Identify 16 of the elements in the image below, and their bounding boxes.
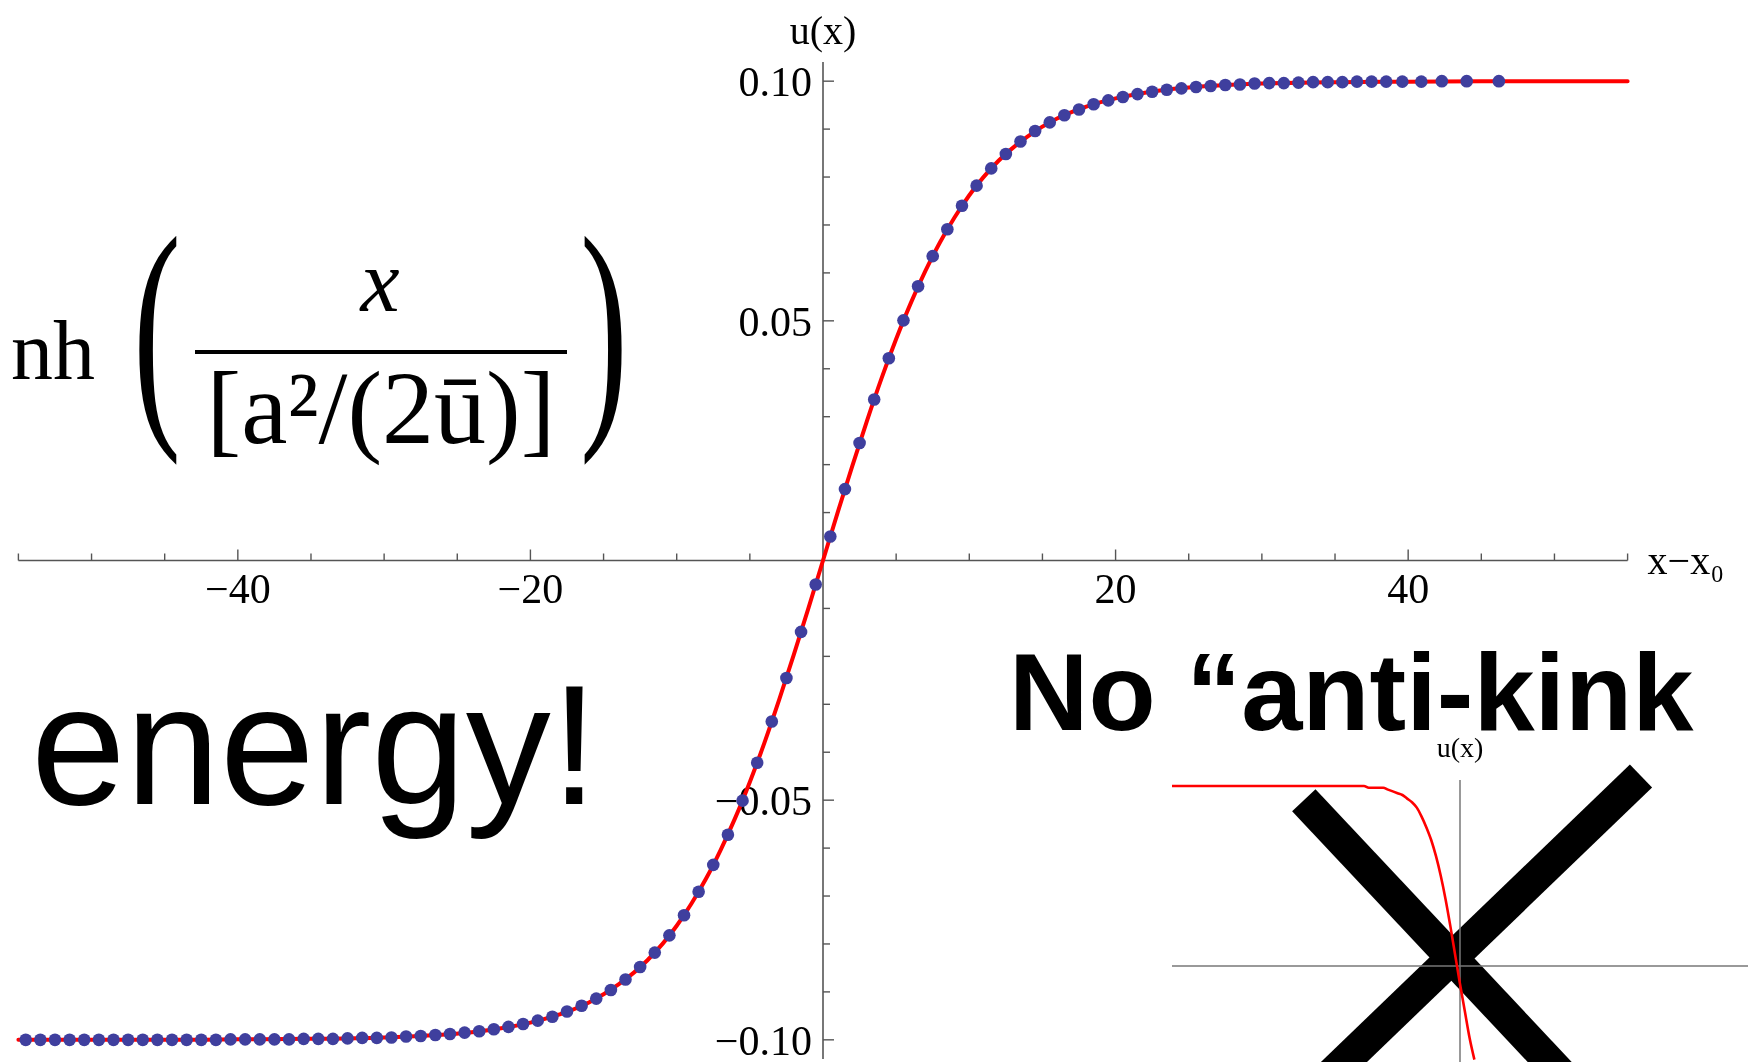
- x-tick-label: −20: [497, 565, 564, 612]
- annotation: x: [358, 233, 400, 330]
- x-tick-label: −40: [204, 565, 271, 612]
- y-tick-label: −0.10: [714, 1017, 812, 1062]
- x-tick-label: 40: [1387, 565, 1430, 612]
- annotation: nh: [11, 304, 95, 397]
- x-axis-title: x−x₀: [1647, 537, 1725, 583]
- annotation: ): [580, 186, 628, 466]
- y-axis-title: u(x): [789, 8, 857, 53]
- annotation: energy!: [31, 650, 599, 840]
- y-tick-label: 0.10: [738, 58, 812, 105]
- y-axis-title: u(x): [1436, 732, 1484, 763]
- x-tick-label: 20: [1094, 565, 1137, 612]
- y-tick-label: 0.05: [738, 298, 812, 345]
- annotation: [a²/(2ū)]: [206, 350, 556, 466]
- annotation: (: [133, 186, 181, 466]
